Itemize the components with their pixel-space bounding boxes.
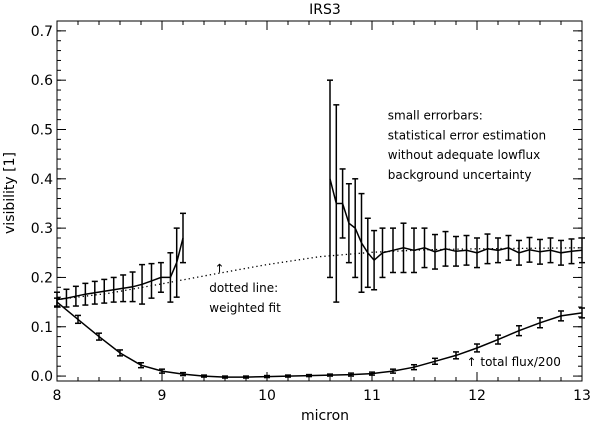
y-axis-label: visibility [1] (2, 152, 18, 234)
x-tick-label: 13 (573, 388, 591, 404)
annotation-text: small errorbars: (388, 109, 483, 123)
y-tick-label: 0.3 (31, 221, 53, 237)
annotation-text: background uncertainty (388, 168, 532, 182)
y-tick-label: 0.2 (31, 270, 53, 286)
annotation-text: dotted line: (209, 281, 278, 295)
plot-frame (56, 20, 583, 382)
annotation-text: ↑ (215, 262, 225, 276)
x-tick-label: 10 (258, 388, 276, 404)
weighted-fit-line (56, 247, 583, 301)
total-flux-line (56, 301, 583, 378)
y-tick-label: 0.4 (31, 172, 53, 188)
annotation-text: without adequate lowflux (388, 148, 541, 162)
chart-title: IRS3 (309, 2, 341, 18)
y-tick-label: 0.5 (31, 122, 53, 138)
annotation-text: weighted fit (209, 301, 281, 315)
x-tick-label: 11 (363, 388, 381, 404)
x-axis-label: micron (301, 408, 349, 424)
y-tick-label: 0.6 (31, 73, 53, 89)
y-tick-label: 0.1 (31, 320, 53, 336)
visibility-line (329, 178, 583, 262)
y-tick-label: 0.7 (31, 24, 53, 40)
x-tick-label: 12 (468, 388, 486, 404)
y-tick-label: 0.0 (31, 369, 53, 385)
annotation-text: statistical error estimation (388, 128, 546, 142)
x-tick-label: 8 (53, 388, 62, 404)
x-tick-label: 9 (158, 388, 167, 404)
annotation-text: ↑ total flux/200 (467, 355, 561, 369)
